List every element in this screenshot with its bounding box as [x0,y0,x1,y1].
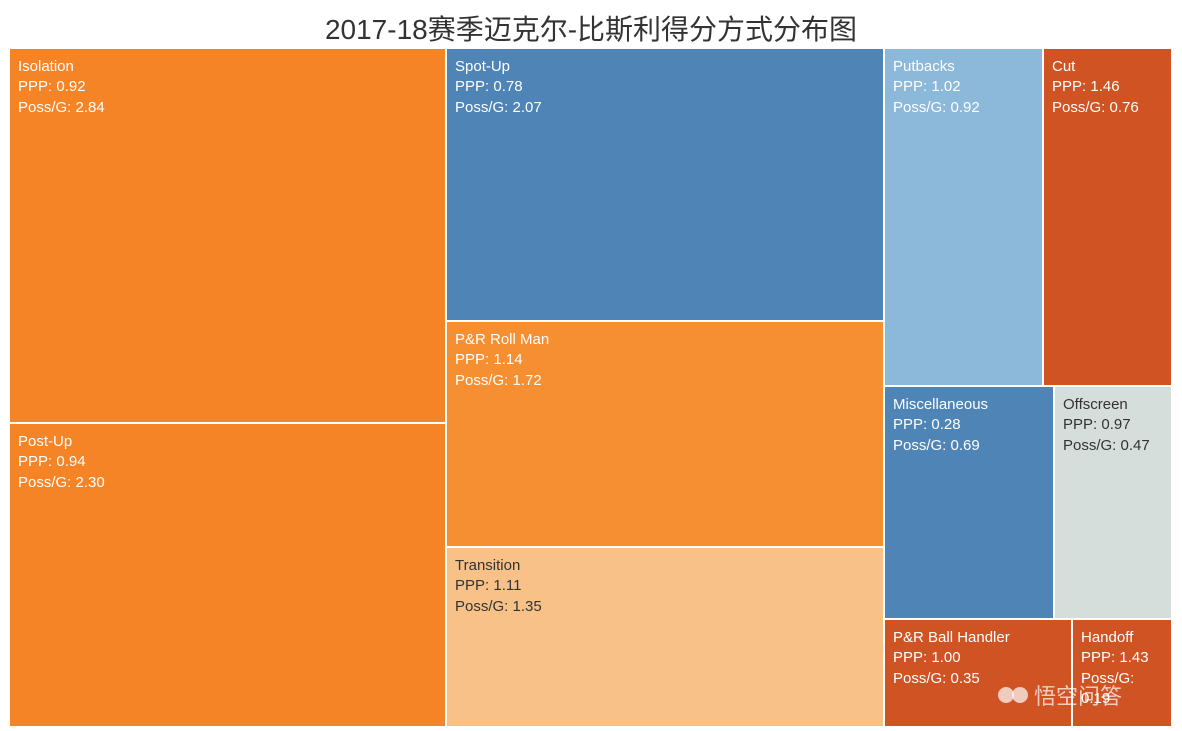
cell-name: Putbacks [893,57,1034,77]
treemap-cell: TransitionPPP: 1.11Poss/G: 1.35 [446,547,884,727]
treemap-cell: HandoffPPP: 1.43Poss/G: 0.19 [1072,619,1172,727]
cell-name: P&R Ball Handler [893,628,1063,648]
treemap-cell: PutbacksPPP: 1.02Poss/G: 0.92 [884,48,1043,386]
cell-name: Isolation [18,57,437,77]
cell-possg: Poss/G: 0.69 [893,436,1045,456]
cell-name: Spot-Up [455,57,875,77]
cell-ppp: PPP: 0.28 [893,415,1045,435]
cell-ppp: PPP: 0.94 [18,452,437,472]
cell-possg: Poss/G: 1.35 [455,597,875,617]
cell-ppp: PPP: 1.02 [893,77,1034,97]
cell-possg: Poss/G: 1.72 [455,371,875,391]
cell-possg: Poss/G: 0.76 [1052,98,1163,118]
cell-ppp: PPP: 1.00 [893,648,1063,668]
cell-ppp: PPP: 0.78 [455,77,875,97]
treemap-cell: MiscellaneousPPP: 0.28Poss/G: 0.69 [884,386,1054,619]
cell-name: Cut [1052,57,1163,77]
cell-possg: Poss/G: 0.35 [893,669,1063,689]
cell-ppp: PPP: 1.11 [455,576,875,596]
treemap-container: IsolationPPP: 0.92Poss/G: 2.84Post-UpPPP… [9,48,1172,727]
cell-name: Handoff [1081,628,1163,648]
treemap-cell: P&R Roll ManPPP: 1.14Poss/G: 1.72 [446,321,884,547]
cell-name: Miscellaneous [893,395,1045,415]
cell-possg: Poss/G: 0.92 [893,98,1034,118]
cell-possg: Poss/G: 2.07 [455,98,875,118]
treemap-cell: Spot-UpPPP: 0.78Poss/G: 2.07 [446,48,884,321]
cell-possg: Poss/G: 2.84 [18,98,437,118]
cell-name: Post-Up [18,432,437,452]
cell-possg: Poss/G: 2.30 [18,473,437,493]
cell-ppp: PPP: 1.14 [455,350,875,370]
treemap-cell: IsolationPPP: 0.92Poss/G: 2.84 [9,48,446,423]
treemap-cell: Post-UpPPP: 0.94Poss/G: 2.30 [9,423,446,727]
cell-ppp: PPP: 1.43 [1081,648,1163,668]
treemap-cell: P&R Ball HandlerPPP: 1.00Poss/G: 0.35 [884,619,1072,727]
cell-name: Transition [455,556,875,576]
cell-possg: Poss/G: 0.19 [1081,669,1163,710]
cell-name: Offscreen [1063,395,1163,415]
cell-ppp: PPP: 0.92 [18,77,437,97]
cell-possg: Poss/G: 0.47 [1063,436,1163,456]
treemap-cell: OffscreenPPP: 0.97Poss/G: 0.47 [1054,386,1172,619]
cell-name: P&R Roll Man [455,330,875,350]
cell-ppp: PPP: 1.46 [1052,77,1163,97]
cell-ppp: PPP: 0.97 [1063,415,1163,435]
treemap-cell: CutPPP: 1.46Poss/G: 0.76 [1043,48,1172,386]
